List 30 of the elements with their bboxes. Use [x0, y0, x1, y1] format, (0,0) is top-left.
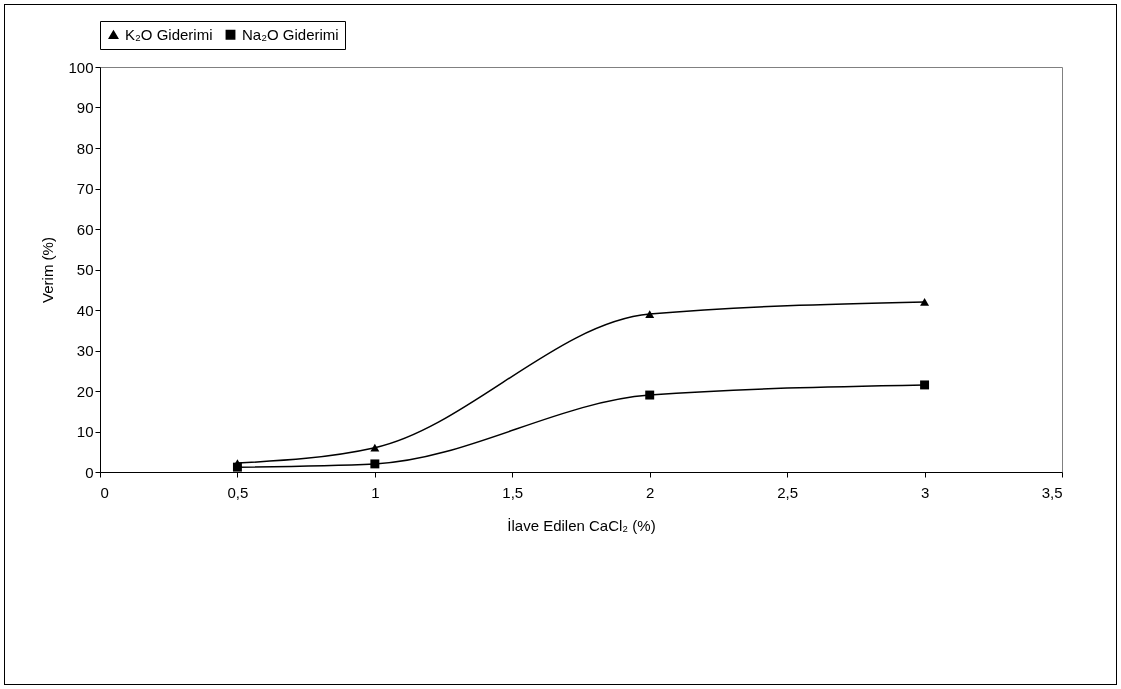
x-tick-label: 1,5: [502, 483, 524, 501]
x-tick-label: 2: [646, 483, 655, 501]
y-tick-label: 70: [76, 180, 94, 197]
y-tick-label: 0: [85, 463, 94, 481]
point: [370, 443, 380, 452]
y-tick-label: 60: [76, 220, 94, 238]
point: [920, 380, 930, 390]
y-tick-label: 50: [76, 261, 94, 278]
y-tick-label: 90: [76, 99, 94, 116]
point: [370, 459, 380, 469]
y-tick-label: 30: [76, 342, 94, 359]
y-axis-title: Verim (%): [39, 237, 57, 303]
x-tick-label: 1: [371, 483, 380, 501]
point: [920, 298, 930, 306]
y-tick-label: 80: [76, 139, 94, 157]
point: [645, 310, 655, 318]
x-axis-title: İlave Edilen CaCl₂ (%): [507, 516, 656, 534]
legend-label: Na₂O Giderimi: [242, 25, 339, 43]
x-tick-label: 0: [100, 483, 109, 501]
y-tick-label: 40: [76, 301, 94, 319]
x-tick-label: 0,5: [227, 483, 249, 501]
y-tick-label: 10: [76, 423, 94, 440]
x-tick-label: 3,5: [1041, 483, 1063, 501]
y-tick-label: 20: [76, 382, 94, 400]
legend-label: K₂O Giderimi: [125, 25, 213, 43]
x-tick-label: 3: [920, 483, 930, 501]
x-tick-label: 2,5: [777, 483, 799, 501]
point: [232, 462, 242, 472]
point: [645, 390, 655, 400]
y-tick-label: 100: [68, 58, 94, 76]
